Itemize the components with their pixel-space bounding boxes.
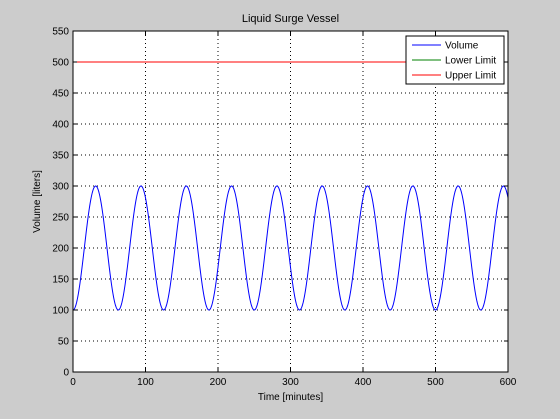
legend: Volume Lower Limit Upper Limit [405, 35, 505, 85]
x-tick-label: 400 [355, 377, 372, 388]
y-tick-label: 100 [52, 306, 69, 317]
y-tick-label: 450 [52, 89, 69, 100]
x-tick-label: 500 [427, 377, 444, 388]
axis-ticks [72, 30, 509, 373]
x-tick-label: 200 [210, 377, 227, 388]
y-tick-label: 550 [52, 27, 69, 38]
y-tick-label: 500 [52, 58, 69, 69]
legend-label-volume: Volume [445, 41, 479, 52]
y-tick-label: 250 [52, 213, 69, 224]
y-tick-label: 50 [58, 337, 70, 348]
x-tick-label: 0 [70, 377, 76, 388]
legend-label-lower-limit: Lower Limit [445, 56, 496, 67]
series-line-volume [72, 185, 509, 311]
y-axis-label: Volume [liters] [32, 170, 43, 233]
x-tick-label: 300 [282, 377, 299, 388]
y-tick-label: 200 [52, 244, 69, 255]
y-tick-label: 0 [63, 368, 69, 379]
x-axis-label: Time [minutes] [258, 392, 323, 403]
y-tick-label: 300 [52, 182, 69, 193]
y-tick-label: 350 [52, 151, 69, 162]
x-tick-label: 100 [137, 377, 154, 388]
tick-labels: 0 100 200 300 400 500 600 0 50 100 150 200 250 300 350… [52, 27, 516, 389]
x-tick-label: 600 [500, 377, 517, 388]
legend-label-upper-limit: Upper Limit [445, 71, 496, 82]
y-tick-label: 150 [52, 275, 69, 286]
y-tick-label: 400 [52, 120, 69, 131]
chart-title: Liquid Surge Vessel [242, 13, 339, 25]
